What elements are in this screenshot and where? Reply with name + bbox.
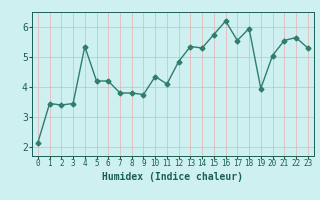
X-axis label: Humidex (Indice chaleur): Humidex (Indice chaleur) [102,172,243,182]
